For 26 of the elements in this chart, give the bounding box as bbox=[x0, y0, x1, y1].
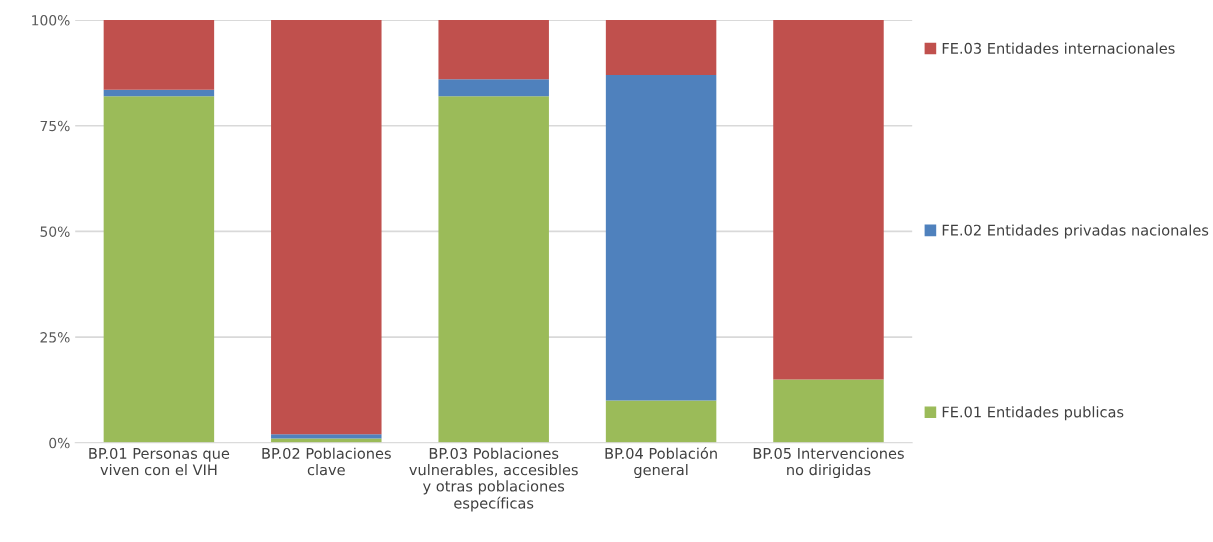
y-tick-label: 50% bbox=[40, 226, 70, 237]
x-tick-label: BP.02 Poblaciones clave bbox=[262, 447, 391, 476]
y-tick-label: 25% bbox=[40, 332, 70, 343]
bar bbox=[271, 20, 382, 435]
x-tick-label: BP.04 Población general bbox=[605, 447, 717, 479]
bar bbox=[605, 75, 717, 401]
bar bbox=[103, 96, 215, 443]
bar bbox=[271, 434, 382, 439]
bar bbox=[103, 20, 215, 90]
bar bbox=[438, 79, 549, 97]
x-tick-label: BP.05 Intervenciones no dirigidas bbox=[753, 447, 904, 479]
bar bbox=[773, 379, 884, 443]
bar bbox=[438, 96, 549, 443]
bar bbox=[438, 20, 549, 80]
y-tick-label: 100% bbox=[32, 15, 70, 26]
y-tick-label: 0% bbox=[49, 437, 70, 449]
x-tick-label: BP.01 Personas que viven con el VIH bbox=[89, 447, 230, 476]
legend-label: FE.02 Entidades privadas nacionales bbox=[942, 224, 1209, 239]
bar bbox=[605, 20, 717, 76]
y-tick-label: 75% bbox=[40, 120, 70, 132]
legend-label: FE.03 Entidades internacionales bbox=[942, 42, 1175, 54]
x-tick-label: BP.03 Poblaciones vulnerables, accesibles y otras poblaciones específicas bbox=[409, 447, 578, 512]
bar bbox=[605, 400, 717, 443]
legend-label: FE.01 Entidades publicas bbox=[942, 406, 1124, 421]
bar bbox=[103, 89, 215, 97]
bar bbox=[773, 20, 884, 380]
